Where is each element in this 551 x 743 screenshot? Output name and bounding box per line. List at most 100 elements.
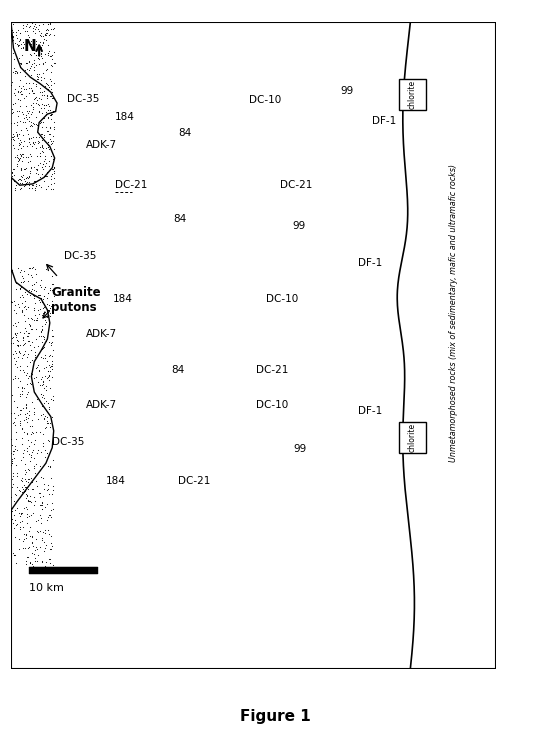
- Point: [28, 336, 37, 348]
- Point: [10, 117, 19, 129]
- Point: [28, 270, 37, 282]
- Point: [18, 88, 26, 100]
- Point: [33, 23, 42, 35]
- Point: [21, 558, 30, 570]
- Point: [45, 282, 54, 293]
- Point: [19, 309, 28, 321]
- Point: [17, 125, 26, 137]
- Point: [14, 80, 23, 92]
- Point: [17, 289, 26, 301]
- Point: [18, 352, 26, 364]
- Point: [44, 483, 53, 495]
- Point: [8, 264, 17, 276]
- Point: [50, 161, 58, 173]
- Point: [28, 182, 36, 194]
- Point: [21, 529, 30, 541]
- Point: [12, 160, 21, 172]
- Point: [39, 30, 47, 42]
- Point: [32, 555, 41, 567]
- Point: [34, 52, 42, 64]
- Point: [49, 57, 58, 69]
- Point: [47, 539, 56, 551]
- Point: [12, 65, 20, 77]
- Point: [48, 481, 57, 493]
- Point: [9, 448, 18, 460]
- Point: [14, 153, 23, 165]
- Point: [44, 111, 52, 123]
- Point: [46, 163, 55, 175]
- Point: [10, 370, 19, 382]
- Point: [12, 30, 20, 42]
- Point: [33, 549, 42, 561]
- Point: [28, 140, 36, 152]
- Point: [23, 39, 31, 51]
- Point: [33, 393, 41, 405]
- Point: [44, 49, 52, 61]
- Point: [37, 140, 46, 152]
- Point: [40, 170, 49, 182]
- Point: [36, 129, 45, 140]
- Point: [45, 562, 54, 574]
- Point: [28, 58, 36, 70]
- Point: [47, 350, 56, 362]
- Point: [20, 64, 29, 76]
- Point: [30, 302, 39, 314]
- Point: [28, 426, 36, 438]
- Point: [29, 48, 38, 59]
- Point: [20, 348, 29, 360]
- Point: [41, 48, 50, 60]
- Point: [35, 82, 44, 94]
- Point: [26, 319, 35, 331]
- Point: [25, 155, 34, 166]
- Point: [15, 106, 24, 117]
- Point: [40, 318, 49, 330]
- Point: [48, 504, 57, 516]
- Point: [18, 106, 26, 118]
- Point: [45, 435, 53, 447]
- Point: [10, 82, 19, 94]
- Point: [47, 337, 56, 349]
- Point: [16, 138, 25, 150]
- Point: [19, 80, 28, 91]
- Point: [25, 136, 34, 148]
- Point: [9, 337, 18, 349]
- Point: [35, 172, 44, 184]
- Point: [39, 158, 47, 170]
- Point: [34, 71, 43, 83]
- Point: [39, 36, 47, 48]
- Point: [13, 151, 21, 163]
- Point: [23, 427, 31, 439]
- Point: [19, 331, 28, 343]
- Point: [32, 525, 41, 536]
- Point: [17, 264, 26, 276]
- Point: [12, 39, 21, 51]
- Point: [15, 266, 24, 278]
- Point: [40, 56, 49, 68]
- Point: [10, 504, 19, 516]
- Point: [45, 374, 53, 386]
- Point: [15, 65, 24, 77]
- Point: [38, 160, 47, 172]
- Point: [22, 122, 31, 134]
- Point: [29, 87, 37, 99]
- Point: [10, 88, 19, 100]
- Point: [44, 304, 52, 316]
- Point: [42, 311, 51, 323]
- Point: [47, 150, 56, 162]
- Point: [20, 70, 29, 82]
- Point: [15, 155, 24, 166]
- Point: [42, 292, 51, 304]
- Point: [18, 382, 26, 394]
- Point: [31, 323, 40, 335]
- Point: [49, 22, 58, 34]
- Point: [37, 121, 46, 133]
- Point: [25, 111, 34, 123]
- Point: [44, 104, 53, 116]
- Point: [46, 17, 55, 29]
- Point: [8, 99, 17, 111]
- Point: [10, 372, 19, 383]
- Point: [26, 496, 35, 507]
- Point: [46, 91, 55, 103]
- Point: [30, 406, 39, 418]
- Point: [26, 420, 35, 432]
